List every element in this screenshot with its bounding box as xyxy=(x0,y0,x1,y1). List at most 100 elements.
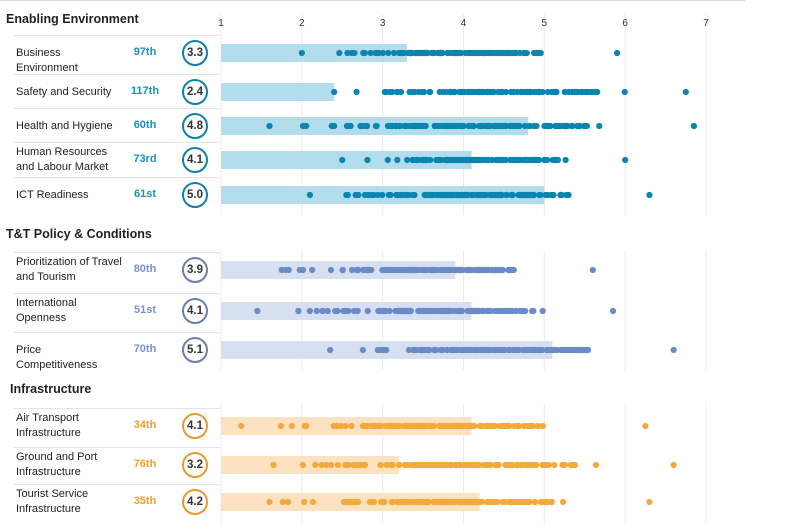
country-dot xyxy=(483,156,490,164)
country-dot xyxy=(358,122,365,130)
country-dot xyxy=(487,307,494,315)
country-dot xyxy=(478,422,485,430)
distribution-dots xyxy=(327,346,677,354)
country-dot xyxy=(361,422,369,430)
country-dot xyxy=(462,498,469,506)
country-dot xyxy=(536,346,543,354)
country-dot xyxy=(523,156,531,164)
x-tick-label: 4 xyxy=(460,18,467,29)
distribution-dots xyxy=(266,498,653,506)
country-dot xyxy=(299,122,307,130)
country-dot xyxy=(524,88,531,96)
row-label: Human Resources and Labour Market xyxy=(16,146,109,173)
country-dot xyxy=(348,422,355,430)
country-dot xyxy=(554,346,561,354)
distribution-dots xyxy=(331,88,689,96)
distribution-dots xyxy=(339,156,629,164)
country-dot xyxy=(366,498,373,506)
rank-label: 117th xyxy=(130,85,160,97)
country-dot xyxy=(266,498,273,506)
country-dot xyxy=(499,122,506,130)
country-dot xyxy=(526,122,533,130)
country-dot xyxy=(383,461,390,469)
country-dot xyxy=(478,498,486,506)
country-dot xyxy=(437,422,444,430)
country-dot xyxy=(405,346,413,354)
country-dot xyxy=(460,122,467,130)
score-badge: 4.1 xyxy=(182,147,208,173)
country-dot xyxy=(384,156,391,164)
row-divider xyxy=(14,484,220,485)
country-dot xyxy=(381,307,389,315)
country-dot xyxy=(492,346,499,354)
country-dot xyxy=(464,422,471,430)
country-dot xyxy=(523,49,530,57)
row-label: Business Environment xyxy=(16,47,78,74)
country-dot xyxy=(509,191,516,199)
distribution-dots xyxy=(298,49,621,57)
country-dot xyxy=(596,122,603,130)
country-dot xyxy=(421,422,428,430)
row-divider xyxy=(14,332,220,333)
country-dot xyxy=(549,346,556,354)
country-dot xyxy=(594,88,601,96)
country-dot xyxy=(364,307,371,315)
country-dot xyxy=(444,49,451,57)
country-dot xyxy=(331,88,338,96)
country-dot xyxy=(351,498,358,506)
country-dot xyxy=(436,88,443,96)
country-dot xyxy=(452,346,459,354)
country-dot xyxy=(613,49,621,57)
score-bar xyxy=(221,151,472,169)
country-dot xyxy=(401,122,408,130)
country-dot xyxy=(380,498,387,506)
country-dot xyxy=(411,156,418,164)
country-dot xyxy=(288,422,295,430)
row-divider xyxy=(14,35,220,36)
country-dot xyxy=(430,498,437,506)
country-dot xyxy=(438,191,445,199)
score-bar xyxy=(221,456,399,474)
country-dot xyxy=(494,307,501,315)
country-dot xyxy=(508,88,515,96)
country-dot xyxy=(670,461,677,469)
country-dot xyxy=(451,88,458,96)
country-dot xyxy=(506,122,514,130)
country-dot xyxy=(379,49,387,57)
country-dot xyxy=(389,122,396,130)
distribution-dots xyxy=(306,191,653,199)
country-dot xyxy=(569,122,576,130)
country-dot xyxy=(323,461,330,469)
country-dot xyxy=(536,191,543,199)
country-dot xyxy=(554,156,561,164)
country-dot xyxy=(303,422,310,430)
country-dot xyxy=(389,461,396,469)
country-dot xyxy=(529,422,537,430)
country-dot xyxy=(451,191,458,199)
country-dot xyxy=(570,461,577,469)
country-dot xyxy=(503,307,510,315)
country-dot xyxy=(348,49,355,57)
rank-label: 70th xyxy=(133,343,157,355)
country-dot xyxy=(398,498,405,506)
country-dot xyxy=(367,49,374,57)
rank-label: 34th xyxy=(133,419,157,431)
country-dot xyxy=(479,266,486,274)
country-dot xyxy=(544,88,551,96)
country-dot xyxy=(573,346,580,354)
country-dot xyxy=(475,88,482,96)
score-bar xyxy=(221,261,456,279)
country-dot xyxy=(336,49,343,57)
country-dot xyxy=(459,346,466,354)
country-dot xyxy=(531,498,539,506)
country-dot xyxy=(427,156,434,164)
country-dot xyxy=(533,49,540,57)
country-dot xyxy=(324,307,331,315)
country-dot xyxy=(299,461,307,469)
country-dot xyxy=(431,346,438,354)
country-dot xyxy=(439,307,446,315)
country-dot xyxy=(502,422,510,430)
score-badge: 4.1 xyxy=(182,413,208,439)
country-dot xyxy=(434,122,441,130)
